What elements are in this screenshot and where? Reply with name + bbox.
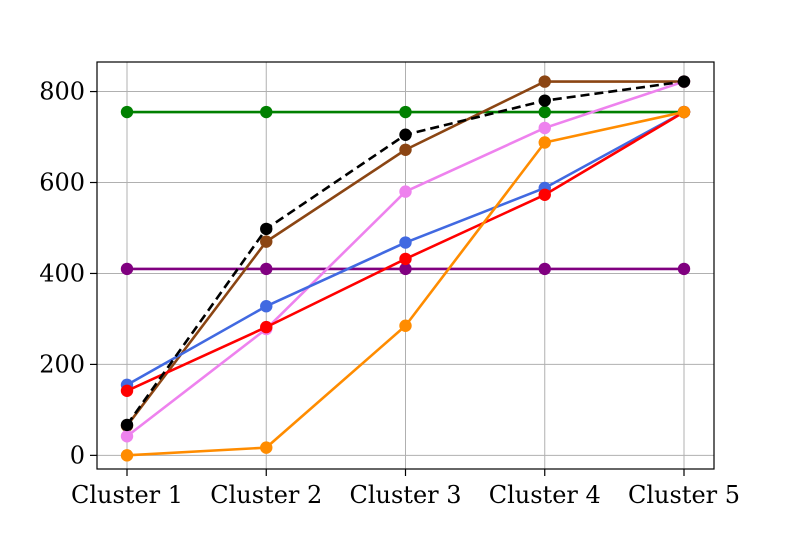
x-tick-label: Cluster 2	[210, 481, 322, 509]
series-7	[120, 75, 691, 432]
data-point	[538, 188, 551, 201]
y-tick-label: 400	[39, 259, 85, 287]
data-point	[120, 418, 134, 432]
data-point	[538, 105, 551, 119]
x-tick-label: Cluster 3	[349, 481, 461, 509]
x-tick-label: Cluster 1	[71, 481, 183, 509]
y-tick-label: 600	[39, 169, 85, 197]
data-point	[399, 128, 412, 141]
data-point	[399, 236, 412, 249]
data-point	[399, 319, 412, 332]
series-layer	[120, 75, 691, 462]
data-point	[538, 121, 551, 135]
data-point	[120, 384, 134, 397]
data-point	[260, 105, 273, 119]
series-6	[120, 105, 691, 462]
data-point	[399, 252, 412, 266]
data-point	[260, 262, 273, 276]
data-point	[260, 222, 273, 236]
data-point	[677, 75, 691, 88]
y-tick-label: 0	[70, 441, 85, 469]
data-point	[120, 105, 134, 119]
series-1	[120, 262, 691, 276]
data-point	[260, 300, 273, 313]
data-point	[120, 262, 134, 276]
data-point	[677, 262, 691, 276]
data-point	[120, 449, 134, 462]
data-point	[538, 262, 551, 276]
axes: Cluster 1 Cluster 2 Cluster 3 Cluster 4 Clus…	[39, 78, 740, 509]
data-point	[260, 235, 273, 248]
data-point	[399, 105, 412, 119]
data-point	[538, 75, 551, 88]
data-point	[120, 430, 134, 443]
data-point	[260, 320, 273, 334]
data-point	[399, 262, 412, 276]
y-tick-label: 200	[39, 350, 85, 378]
data-point	[538, 94, 551, 107]
data-point	[399, 185, 412, 198]
data-point	[260, 441, 273, 454]
y-tick-label: 800	[39, 78, 85, 106]
data-point	[399, 143, 412, 156]
x-tick-label: Cluster 4	[489, 481, 601, 509]
data-point	[538, 136, 551, 149]
x-tick-label: Cluster 5	[628, 481, 740, 509]
data-point	[677, 105, 691, 119]
